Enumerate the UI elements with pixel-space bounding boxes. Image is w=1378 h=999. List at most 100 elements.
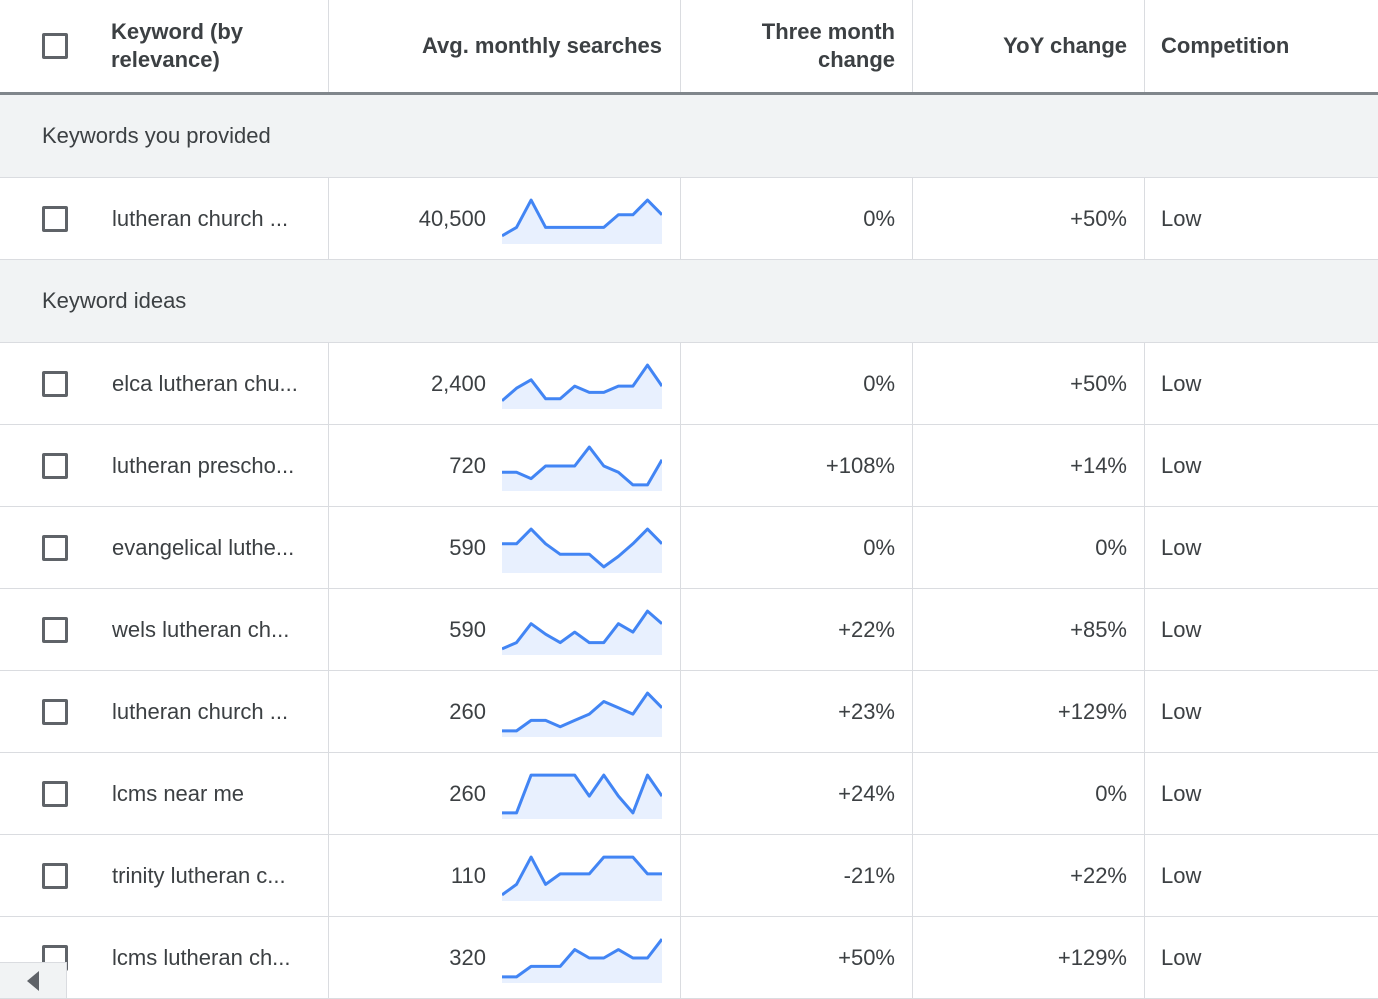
avg-monthly-cell: 320 — [329, 917, 681, 998]
avg-monthly-value: 590 — [449, 534, 486, 560]
row-checkbox[interactable] — [42, 452, 68, 479]
row-checkbox[interactable] — [42, 205, 68, 232]
three-month-value: +23% — [838, 698, 895, 724]
three-month-cell: 0% — [681, 507, 913, 588]
avg-monthly-cell: 590 — [329, 507, 681, 588]
select-all-checkbox[interactable] — [42, 33, 68, 59]
trend-sparkline[interactable] — [502, 441, 662, 491]
yoy-cell: +129% — [913, 671, 1145, 752]
competition-cell: Low — [1145, 343, 1378, 424]
row-checkbox[interactable] — [42, 616, 68, 643]
trend-sparkline[interactable] — [502, 933, 662, 983]
header-competition-label[interactable]: Competition — [1161, 33, 1290, 58]
competition-cell: Low — [1145, 917, 1378, 998]
table-row: evangelical luthe... 590 0% 0% Low — [0, 507, 1378, 589]
header-avg-label[interactable]: Avg. monthly searches — [421, 33, 662, 58]
competition-cell: Low — [1145, 507, 1378, 588]
trend-sparkline[interactable] — [502, 194, 662, 244]
three-month-cell: +23% — [681, 671, 913, 752]
keyword-cell: lutheran prescho... — [0, 425, 329, 506]
yoy-value: 0% — [1095, 780, 1127, 806]
trend-sparkline[interactable] — [502, 769, 662, 819]
three-month-value: +50% — [838, 944, 895, 970]
keyword-cell: wels lutheran ch... — [0, 589, 329, 670]
keyword-text: lutheran church ... — [112, 698, 289, 724]
row-checkbox[interactable] — [42, 780, 68, 807]
avg-monthly-cell: 2,400 — [329, 343, 681, 424]
yoy-cell: 0% — [913, 753, 1145, 834]
yoy-value: +129% — [1057, 698, 1127, 724]
sparkline-area — [502, 610, 662, 655]
header-competition-cell[interactable]: Competition — [1145, 0, 1378, 92]
trend-sparkline[interactable] — [502, 687, 662, 737]
three-month-cell: +22% — [681, 589, 913, 670]
avg-monthly-value: 260 — [449, 780, 486, 806]
avg-monthly-value: 2,400 — [430, 370, 486, 396]
row-checkbox[interactable] — [42, 862, 68, 889]
header-avg-cell[interactable]: Avg. monthly searches — [329, 0, 681, 92]
table-row: trinity lutheran c... 110 -21% +22% Low — [0, 835, 1378, 917]
sparkline-line — [502, 773, 662, 814]
header-yoy-label[interactable]: YoY change — [1003, 33, 1127, 58]
sparkline-area — [502, 856, 662, 901]
trend-sparkline[interactable] — [502, 605, 662, 655]
section-ideas: Keyword ideas — [0, 260, 1378, 343]
keyword-text: elca lutheran chu... — [112, 370, 298, 396]
row-checkbox[interactable] — [42, 534, 68, 561]
yoy-cell: +129% — [913, 917, 1145, 998]
yoy-cell: +50% — [913, 178, 1145, 259]
sparkline-area — [502, 938, 662, 983]
sparkline-line — [502, 691, 662, 732]
header-three-month-label[interactable]: Three month change — [761, 19, 895, 72]
keyword-text: lutheran prescho... — [112, 452, 295, 478]
keyword-text: wels lutheran ch... — [112, 616, 290, 642]
avg-monthly-value: 260 — [449, 698, 486, 724]
keyword-cell: evangelical luthe... — [0, 507, 329, 588]
header-keyword-cell[interactable]: Keyword (by relevance) — [0, 0, 329, 92]
yoy-value: +129% — [1057, 944, 1127, 970]
three-month-value: 0% — [863, 534, 895, 560]
avg-monthly-value: 720 — [449, 452, 486, 478]
section-provided-label: Keywords you provided — [42, 123, 271, 148]
three-month-cell: +24% — [681, 753, 913, 834]
three-month-cell: -21% — [681, 835, 913, 916]
competition-value: Low — [1161, 534, 1202, 560]
sparkline-line — [502, 527, 662, 568]
competition-value: Low — [1161, 780, 1202, 806]
sparkline-line — [502, 198, 662, 237]
arrow-left-icon — [27, 970, 39, 991]
three-month-cell: 0% — [681, 343, 913, 424]
yoy-cell: 0% — [913, 507, 1145, 588]
competition-cell: Low — [1145, 425, 1378, 506]
sparkline-area — [502, 199, 662, 244]
keyword-text: evangelical luthe... — [112, 534, 295, 560]
competition-cell: Low — [1145, 671, 1378, 752]
competition-cell: Low — [1145, 178, 1378, 259]
trend-sparkline[interactable] — [502, 851, 662, 901]
header-three-month-cell[interactable]: Three month change — [681, 0, 913, 92]
header-yoy-cell[interactable]: YoY change — [913, 0, 1145, 92]
sparkline-line — [502, 445, 662, 486]
three-month-cell: +108% — [681, 425, 913, 506]
row-checkbox[interactable] — [42, 370, 68, 397]
sparkline-line — [502, 363, 662, 402]
yoy-value: +22% — [1070, 862, 1127, 888]
table-row: lcms lutheran ch... 320 +50% +129% Low — [0, 917, 1378, 999]
sparkline-line — [502, 855, 662, 896]
sparkline-area — [502, 528, 662, 573]
trend-sparkline[interactable] — [502, 523, 662, 573]
row-checkbox[interactable] — [42, 698, 68, 725]
scroll-left-button[interactable] — [0, 962, 67, 998]
three-month-value: 0% — [863, 205, 895, 231]
trend-sparkline[interactable] — [502, 359, 662, 409]
avg-monthly-value: 320 — [449, 944, 486, 970]
keyword-cell: lutheran church ... — [0, 178, 329, 259]
three-month-value: 0% — [863, 370, 895, 396]
competition-value: Low — [1161, 616, 1202, 642]
three-month-value: -21% — [843, 862, 895, 888]
competition-cell: Low — [1145, 753, 1378, 834]
keyword-text: lcms lutheran ch... — [112, 944, 291, 970]
avg-monthly-value: 590 — [449, 616, 486, 642]
header-keyword-label[interactable]: Keyword (by relevance) — [111, 19, 244, 72]
three-month-value: +22% — [838, 616, 895, 642]
